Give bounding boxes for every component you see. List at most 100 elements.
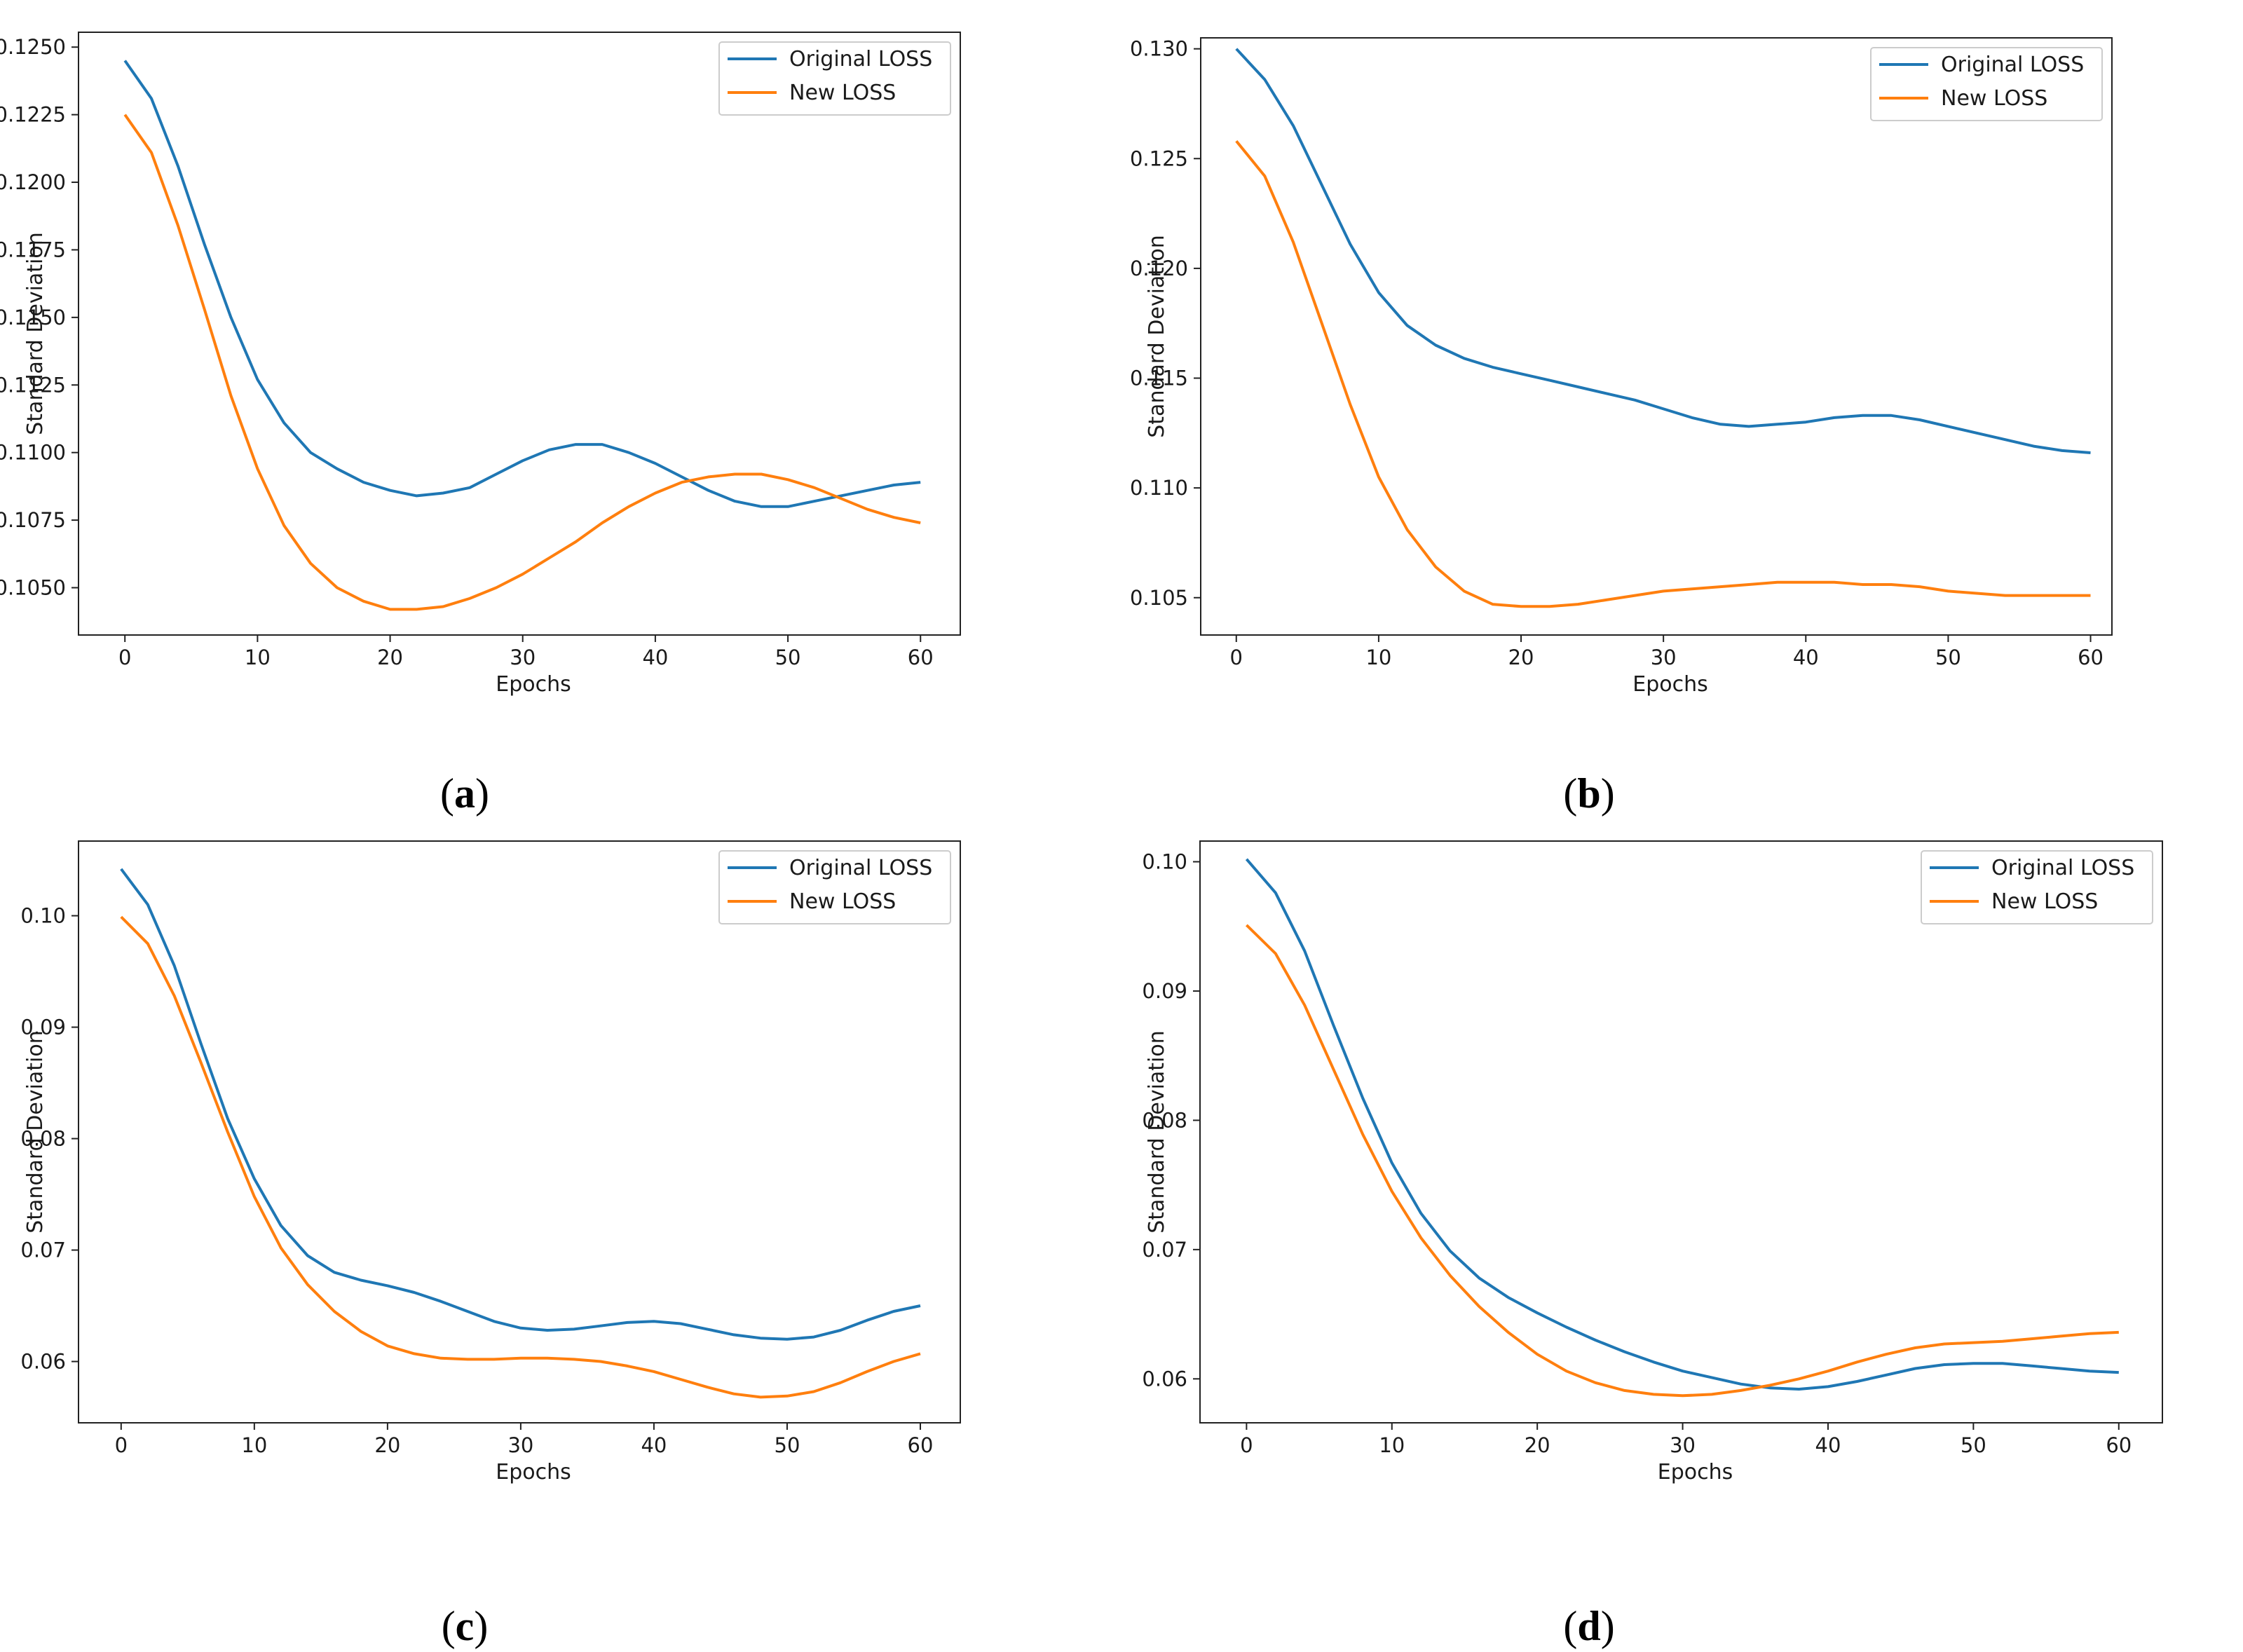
caption-open-paren: ( bbox=[442, 1603, 456, 1649]
x-tick-label: 40 bbox=[1815, 1433, 1841, 1457]
caption-letter: a bbox=[454, 770, 475, 817]
x-tick-label: 20 bbox=[1525, 1433, 1550, 1457]
y-tick-label: 0.09 bbox=[20, 1016, 66, 1039]
x-tick-label: 10 bbox=[245, 646, 271, 669]
x-tick-label: 60 bbox=[908, 1433, 934, 1457]
chart-panel-c: 0 10 20 30 40 50 60 0.06 0.07 0.08 0.09 0.10 Epochs S… bbox=[0, 826, 1122, 1651]
y-tick-label: 0.125 bbox=[1130, 146, 1188, 170]
caption-close-paren: ) bbox=[475, 770, 489, 817]
legend-label-new: New LOSS bbox=[789, 889, 896, 914]
y-tick-label: 0.07 bbox=[20, 1238, 66, 1262]
chart-a-svg: 0 10 20 30 40 50 60 0.1050 0.1075 0.1100 0.1125 0.1… bbox=[0, 32, 961, 817]
chart-panel-d: 0 10 20 30 40 50 60 0.06 0.07 0.08 0.09 0.10 Epochs S… bbox=[1122, 826, 2243, 1651]
y-tick-label: 0.105 bbox=[1130, 586, 1188, 610]
y-tick-label: 0.1100 bbox=[0, 441, 66, 465]
y-tick-label: 0.1150 bbox=[0, 306, 66, 329]
x-tick-label: 30 bbox=[510, 646, 536, 669]
series-original-loss-line bbox=[120, 868, 921, 1341]
x-tick-label: 30 bbox=[507, 1433, 533, 1457]
legend-label-original: Original LOSS bbox=[789, 856, 932, 880]
panel-caption: (a) bbox=[440, 770, 489, 817]
panel-caption: (d) bbox=[1563, 1603, 1614, 1649]
y-tick-label: 0.1225 bbox=[0, 103, 66, 127]
caption-close-paren: ) bbox=[474, 1603, 488, 1649]
y-tick-label: 0.08 bbox=[1142, 1108, 1187, 1132]
caption-open-paren: ( bbox=[440, 770, 454, 817]
y-tick-label: 0.10 bbox=[20, 904, 66, 928]
caption-letter: d bbox=[1577, 1603, 1600, 1649]
x-tick-label: 50 bbox=[775, 646, 801, 669]
caption-letter: c bbox=[456, 1603, 475, 1649]
plot-frame bbox=[78, 840, 961, 1424]
y-tick-label: 0.06 bbox=[1142, 1367, 1187, 1391]
x-tick-label: 30 bbox=[1651, 646, 1677, 669]
legend-label-original: Original LOSS bbox=[1991, 856, 2134, 880]
legend-label-new: New LOSS bbox=[789, 81, 896, 105]
series-new-loss-line bbox=[123, 114, 921, 611]
y-tick-label: 0.07 bbox=[1142, 1238, 1187, 1262]
legend-label-new: New LOSS bbox=[1991, 889, 2098, 914]
series-original-loss-line bbox=[1235, 48, 2091, 454]
x-axis-label: Epochs bbox=[1632, 672, 1708, 697]
legend-box bbox=[718, 850, 951, 924]
x-tick-label: 60 bbox=[2078, 646, 2104, 669]
legend-box bbox=[718, 41, 951, 116]
plot-frame bbox=[1199, 840, 2163, 1424]
y-tick-label: 0.1175 bbox=[0, 238, 66, 261]
caption-close-paren: ) bbox=[1601, 1603, 1615, 1649]
x-tick-label: 50 bbox=[1961, 1433, 1986, 1457]
legend-label-original: Original LOSS bbox=[1941, 53, 2084, 77]
y-tick-label: 0.08 bbox=[20, 1127, 66, 1151]
series-original-loss-line bbox=[123, 60, 921, 508]
caption-open-paren: ( bbox=[1563, 770, 1577, 817]
x-tick-label: 20 bbox=[1508, 646, 1534, 669]
chart-panel-a: 0 10 20 30 40 50 60 0.1050 0.1075 0.1100 0.1125 0.1… bbox=[0, 0, 1122, 826]
x-tick-label: 0 bbox=[1240, 1433, 1253, 1457]
series-original-loss-line bbox=[1245, 858, 2119, 1391]
y-tick-label: 0.09 bbox=[1142, 979, 1187, 1003]
y-axis-label: Standard Deviation bbox=[1145, 1030, 1169, 1234]
x-tick-label: 10 bbox=[1365, 646, 1391, 669]
y-axis-label: Standard Deviation bbox=[23, 1030, 48, 1234]
x-axis-label: Epochs bbox=[496, 672, 571, 697]
y-axis-label: Standard Deviation bbox=[23, 232, 48, 435]
y-axis-label: Standard Deviation bbox=[1145, 235, 1169, 438]
y-tick-label: 0.06 bbox=[20, 1350, 66, 1374]
x-tick-label: 40 bbox=[642, 646, 668, 669]
caption-open-paren: ( bbox=[1563, 1603, 1577, 1649]
y-tick-label: 0.1125 bbox=[0, 373, 66, 397]
y-tick-label: 0.115 bbox=[1130, 367, 1188, 390]
x-tick-label: 20 bbox=[374, 1433, 400, 1457]
chart-c-svg: 0 10 20 30 40 50 60 0.06 0.07 0.08 0.09 0.10 Epochs S… bbox=[20, 840, 961, 1649]
legend-label-new: New LOSS bbox=[1941, 86, 2047, 111]
y-tick-label: 0.1075 bbox=[0, 508, 66, 532]
x-tick-label: 50 bbox=[1935, 646, 1961, 669]
y-tick-label: 0.1050 bbox=[0, 576, 66, 600]
series-new-loss-line bbox=[1235, 139, 2091, 608]
chart-d-svg: 0 10 20 30 40 50 60 0.06 0.07 0.08 0.09 0.10 Epochs S… bbox=[1142, 840, 2163, 1649]
x-tick-label: 20 bbox=[377, 646, 403, 669]
x-tick-label: 0 bbox=[115, 1433, 128, 1457]
y-tick-label: 0.10 bbox=[1142, 850, 1187, 874]
plot-frame bbox=[1200, 37, 2113, 636]
y-tick-label: 0.1200 bbox=[0, 170, 66, 194]
y-tick-label: 0.1250 bbox=[0, 35, 66, 59]
x-tick-label: 60 bbox=[2106, 1433, 2132, 1457]
x-tick-label: 40 bbox=[1793, 646, 1819, 669]
chart-b-svg: 0 10 20 30 40 50 60 0.105 0.110 0.115 0.120 0.125 0.… bbox=[1130, 37, 2113, 817]
legend-label-original: Original LOSS bbox=[789, 47, 932, 71]
series-new-loss-line bbox=[120, 915, 921, 1399]
chart-panel-b: 0 10 20 30 40 50 60 0.105 0.110 0.115 0.120 0.125 0.… bbox=[1122, 0, 2243, 826]
x-tick-label: 0 bbox=[118, 646, 131, 669]
panel-caption: (b) bbox=[1563, 770, 1614, 817]
x-tick-label: 30 bbox=[1670, 1433, 1696, 1457]
x-tick-label: 50 bbox=[775, 1433, 800, 1457]
caption-letter: b bbox=[1577, 770, 1600, 817]
y-tick-label: 0.120 bbox=[1130, 257, 1188, 280]
x-tick-label: 10 bbox=[1379, 1433, 1405, 1457]
y-tick-label: 0.130 bbox=[1130, 37, 1188, 61]
x-axis-label: Epochs bbox=[1658, 1460, 1733, 1484]
x-axis-label: Epochs bbox=[496, 1460, 571, 1484]
caption-close-paren: ) bbox=[1601, 770, 1615, 817]
legend-box bbox=[1870, 47, 2103, 121]
